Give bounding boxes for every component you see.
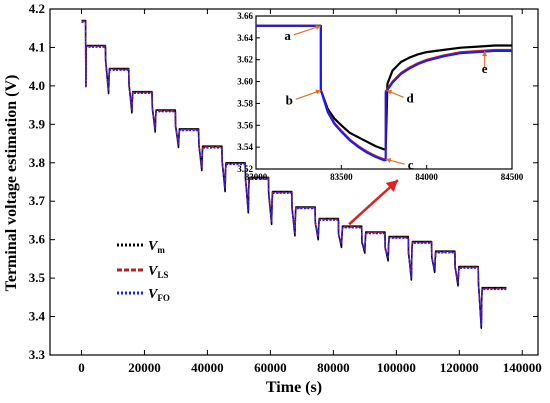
inset-y-tick-label: 3.66 (237, 11, 253, 21)
y-axis-label: Terminal voltage estimation (V) (3, 75, 20, 292)
plot-frame (49, 8, 539, 356)
x-tick-label: 80000 (317, 360, 350, 375)
inset-y-tick-label: 3.64 (237, 33, 253, 43)
legend-label-vls: VLS (148, 264, 168, 280)
inset-y-tick-label: 3.54 (237, 142, 253, 152)
x-axis-label: Time (s) (266, 379, 322, 396)
inset-y-tick-label: 3.56 (237, 120, 253, 130)
zoom-arrow-head (385, 180, 398, 192)
inset-y-tick-label: 3.62 (237, 55, 253, 65)
x-tick-label: 20000 (128, 360, 161, 375)
x-tick-label: 100000 (377, 360, 416, 375)
y-tick-label: 3.8 (29, 155, 46, 170)
y-tick-label: 3.4 (29, 309, 46, 324)
legend: Vm VLS VFO (117, 239, 170, 303)
inset-annotation-arrowhead (386, 89, 393, 95)
inset-annotation-a: a (284, 28, 291, 43)
inset-x-tick-label: 84500 (501, 172, 524, 182)
inset-annotation-e: e (482, 61, 488, 76)
x-tick-label: 40000 (191, 360, 224, 375)
inset-annotation-arrowhead (315, 89, 321, 95)
y-tick-label: 4.2 (29, 1, 45, 16)
y-tick-label: 3.5 (29, 270, 46, 285)
inset-chart: 83000 83500 84000 84500 3.52 3.54 3.56 3.58 3.60… (237, 11, 524, 182)
legend-label-vm: Vm (148, 239, 165, 255)
x-tick-label: 120000 (440, 360, 479, 375)
inset-y-tick-label: 3.60 (237, 77, 253, 87)
y-tick-label: 4.0 (29, 78, 45, 93)
inset-annotation-arrowhead (385, 158, 392, 163)
inset-annotation-arrowhead (482, 50, 488, 56)
inset-series-vfo-line (256, 24, 512, 162)
inset-annotation-c: c (408, 157, 414, 172)
series-vfo-line (81, 21, 507, 326)
x-tick-label: 140000 (503, 360, 542, 375)
legend-label-vfo: VFO (148, 287, 170, 303)
inset-annotation-d: d (407, 90, 415, 105)
inset-annotation-b: b (286, 92, 293, 107)
inset-x-tick-label: 84000 (415, 172, 438, 182)
y-tick-label: 4.1 (29, 39, 45, 54)
y-tick-label: 3.7 (29, 193, 46, 208)
y-tick-label: 3.9 (29, 116, 46, 131)
inset-annotation-arrowhead (315, 25, 321, 30)
inset-y-tick-label: 3.52 (237, 164, 253, 174)
inset-frame (255, 15, 513, 170)
y-tick-label: 3.3 (29, 347, 46, 362)
inset-y-tick-label: 3.58 (237, 98, 253, 108)
y-tick-label: 3.6 (29, 232, 46, 247)
inset-x-tick-label: 83000 (245, 172, 268, 182)
inset-x-tick-label: 83500 (330, 172, 353, 182)
x-tick-label: 60000 (254, 360, 287, 375)
x-tick-label: 0 (78, 360, 85, 375)
